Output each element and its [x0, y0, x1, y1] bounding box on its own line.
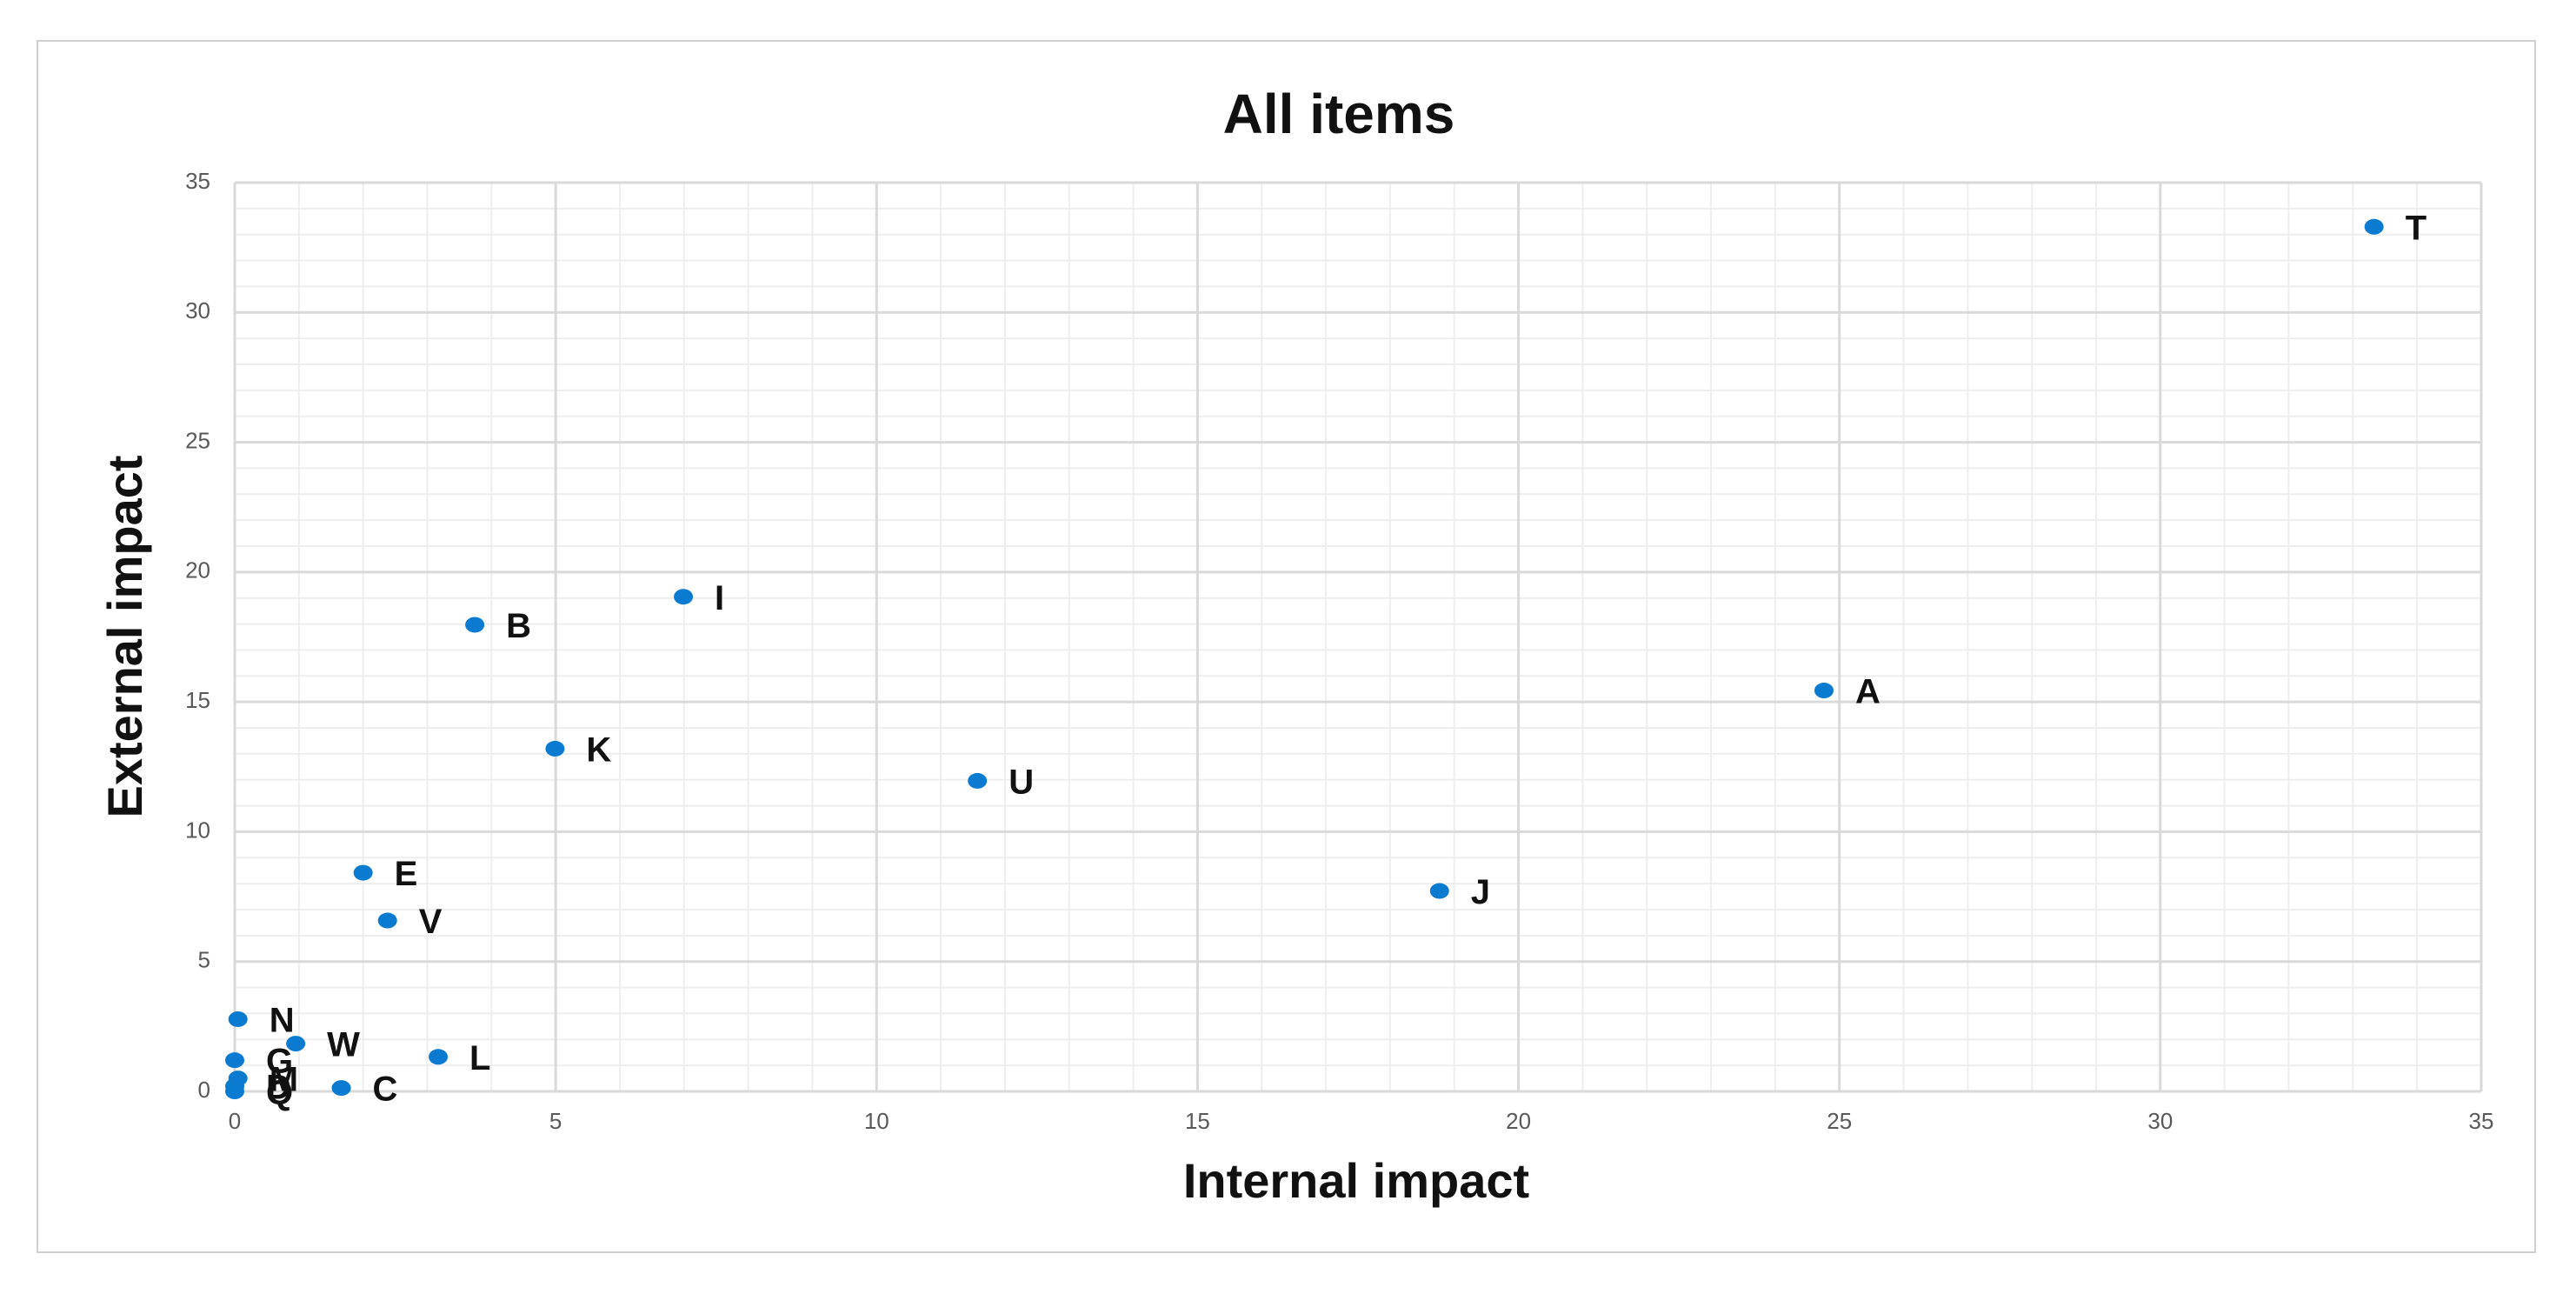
y-tick-label: 30 — [185, 297, 210, 324]
y-tick-label: 35 — [185, 168, 210, 194]
point — [225, 1052, 244, 1069]
point — [228, 1011, 248, 1027]
y-tick-label: 15 — [185, 687, 210, 713]
x-tick-label: 25 — [1827, 1108, 1852, 1134]
point — [2364, 218, 2384, 235]
point-label: W — [327, 1026, 360, 1064]
point — [377, 912, 397, 929]
point — [674, 589, 694, 605]
point-label: V — [419, 903, 443, 941]
point — [331, 1080, 351, 1097]
point-label: C — [373, 1071, 398, 1109]
point-label: G — [266, 1043, 293, 1081]
x-tick-label: 0 — [229, 1108, 241, 1134]
point — [286, 1036, 306, 1052]
x-tick-label: 10 — [864, 1108, 889, 1134]
point — [429, 1049, 449, 1065]
point-label: K — [586, 730, 611, 769]
x-tick-label: 15 — [1185, 1108, 1210, 1134]
point-label: L — [469, 1039, 490, 1077]
x-tick-label: 35 — [2469, 1108, 2494, 1134]
point-label: E — [395, 855, 418, 893]
point — [1814, 683, 1834, 699]
chart-title: All items — [1223, 83, 1455, 145]
point — [465, 617, 485, 633]
point — [545, 740, 565, 757]
point-label: A — [1855, 673, 1880, 711]
point — [225, 1084, 244, 1099]
y-tick-label: 25 — [185, 427, 210, 453]
point-label: U — [1008, 763, 1034, 801]
point-label: N — [270, 1002, 295, 1040]
x-tick-label: 5 — [549, 1108, 562, 1134]
x-tick-label: 30 — [2147, 1108, 2173, 1134]
point-label: T — [2406, 209, 2426, 247]
point-label: I — [715, 579, 724, 617]
y-tick-label: 5 — [198, 947, 210, 973]
y-tick-label: 20 — [185, 557, 210, 584]
point — [353, 864, 373, 881]
y-tick-label: 0 — [198, 1077, 210, 1103]
x-axis-label: Internal impact — [1183, 1153, 1529, 1208]
point — [968, 772, 988, 789]
y-axis-label: External impact — [97, 455, 152, 817]
point-label: J — [1471, 873, 1490, 911]
point-label: B — [506, 607, 531, 645]
point-label: M — [270, 1061, 298, 1099]
point-label: Q — [266, 1074, 293, 1112]
point-label: D — [266, 1069, 291, 1107]
y-tick-label: 10 — [185, 817, 210, 843]
x-tick-label: 20 — [1506, 1108, 1531, 1134]
chart-border — [37, 40, 2536, 1253]
point — [1429, 883, 1449, 899]
